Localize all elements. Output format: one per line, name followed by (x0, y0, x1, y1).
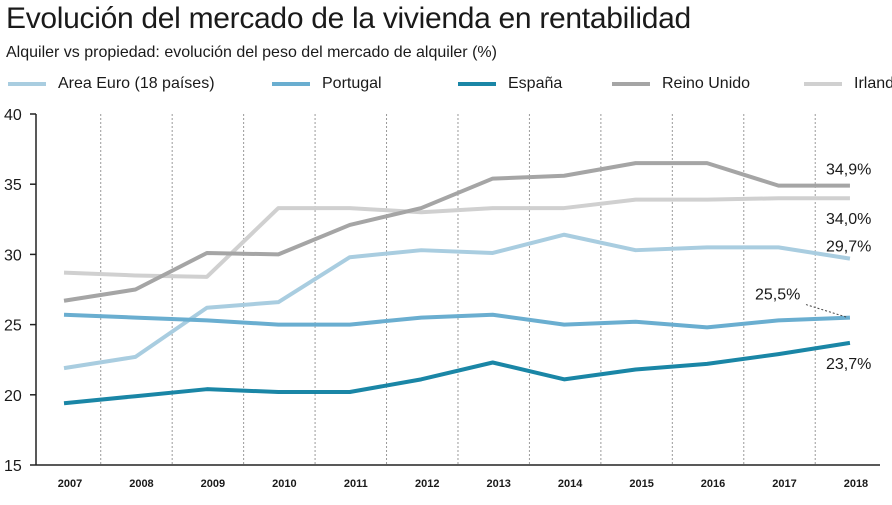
x-tick-label: 2015 (629, 478, 653, 490)
x-tick-label: 2007 (58, 478, 82, 490)
value-annotation: 29,7% (826, 239, 871, 256)
annotation-leader (806, 305, 848, 318)
value-annotation: 34,9% (826, 162, 871, 179)
x-tick-label: 2010 (272, 478, 296, 490)
x-tick-label: 2016 (701, 478, 725, 490)
y-tick-label: 25 (4, 318, 22, 335)
x-tick-label: 2012 (415, 478, 439, 490)
value-annotation: 34,0% (826, 211, 871, 228)
value-annotation: 23,7% (826, 356, 871, 373)
x-tick-label: 2017 (772, 478, 796, 490)
y-tick-label: 35 (4, 177, 22, 194)
x-tick-label: 2014 (558, 478, 583, 490)
line-chart: 15 20 25 30 35 40 2007 2008 2009 2010 2011 2012 2013… (0, 0, 892, 505)
y-tick-label: 30 (4, 247, 22, 264)
x-tick-label: 2013 (486, 478, 510, 490)
y-tick-label: 40 (4, 107, 22, 124)
y-tick-label: 20 (4, 388, 22, 405)
y-tick-label: 15 (4, 458, 22, 475)
x-tick-label: 2011 (344, 478, 368, 490)
x-tick-label: 2008 (129, 478, 153, 490)
x-tick-label: 2009 (201, 478, 225, 490)
x-tick-label: 2018 (844, 478, 868, 490)
series-line-area-euro (64, 235, 850, 368)
series-line-espana (64, 343, 850, 403)
series-line-reino-unido (64, 163, 850, 301)
value-annotation: 25,5% (755, 287, 800, 304)
